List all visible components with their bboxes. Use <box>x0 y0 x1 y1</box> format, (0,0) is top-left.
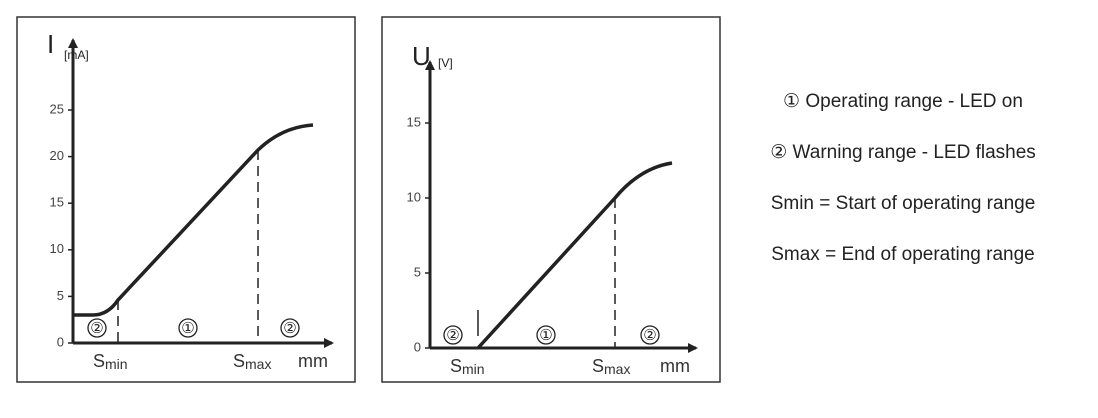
x-mark-label: Smin <box>93 351 128 372</box>
y-tick-label: 0 <box>414 339 421 354</box>
y-symbol: U <box>412 41 431 71</box>
x-mark-label: Smin <box>450 356 485 377</box>
y-tick-label: 20 <box>50 148 64 163</box>
y-tick-label: 0 <box>57 334 64 349</box>
region-marker <box>280 318 300 338</box>
y-tick-label: 5 <box>414 264 421 279</box>
legend-entry: Smin = Start of operating range <box>771 193 1036 214</box>
region-label: ② <box>90 320 103 337</box>
region-marker <box>87 318 107 338</box>
x-mark-sub: max <box>245 356 271 372</box>
x-mark-base: S <box>592 356 604 376</box>
y-tick-label: 15 <box>50 195 64 210</box>
region-label: ① <box>539 327 552 344</box>
x-mark-base: S <box>233 351 245 371</box>
y-unit: [mA] <box>64 48 89 62</box>
x-mark-sub: min <box>462 361 485 377</box>
y-unit: [V] <box>438 56 453 70</box>
region-label: ① <box>181 320 194 337</box>
panel-frame <box>381 16 721 383</box>
legend-entry: Smax = End of operating range <box>771 244 1035 265</box>
x-mark-sub: max <box>604 361 630 377</box>
x-unit: mm <box>660 356 690 376</box>
x-mark-label: Smax <box>233 351 271 372</box>
x-mark-sub: min <box>105 356 128 372</box>
legend-entry: ② Warning range - LED flashes <box>770 142 1036 163</box>
region-marker <box>178 318 198 338</box>
region-label: ② <box>283 320 296 337</box>
x-mark-base: S <box>93 351 105 371</box>
range-boundary <box>117 150 259 343</box>
x-mark-label: Smax <box>592 356 630 377</box>
y-symbol: I <box>47 29 54 59</box>
region-label: ② <box>446 327 459 344</box>
region-marker <box>443 325 463 345</box>
y-tick-label: 15 <box>407 114 421 129</box>
y-tick-label: 10 <box>50 241 64 256</box>
x-mark-base: S <box>450 356 462 376</box>
y-tick-label: 10 <box>407 189 421 204</box>
legend-entry: ① Operating range - LED on <box>783 91 1023 112</box>
x-unit: mm <box>298 351 328 371</box>
region-marker <box>640 325 660 345</box>
y-tick-label: 5 <box>57 288 64 303</box>
panel-frame <box>16 16 356 383</box>
voltage-curve <box>476 161 673 350</box>
region-label: ② <box>643 327 656 344</box>
current-curve <box>73 123 314 317</box>
y-tick-label: 25 <box>50 101 64 116</box>
region-marker <box>536 325 556 345</box>
